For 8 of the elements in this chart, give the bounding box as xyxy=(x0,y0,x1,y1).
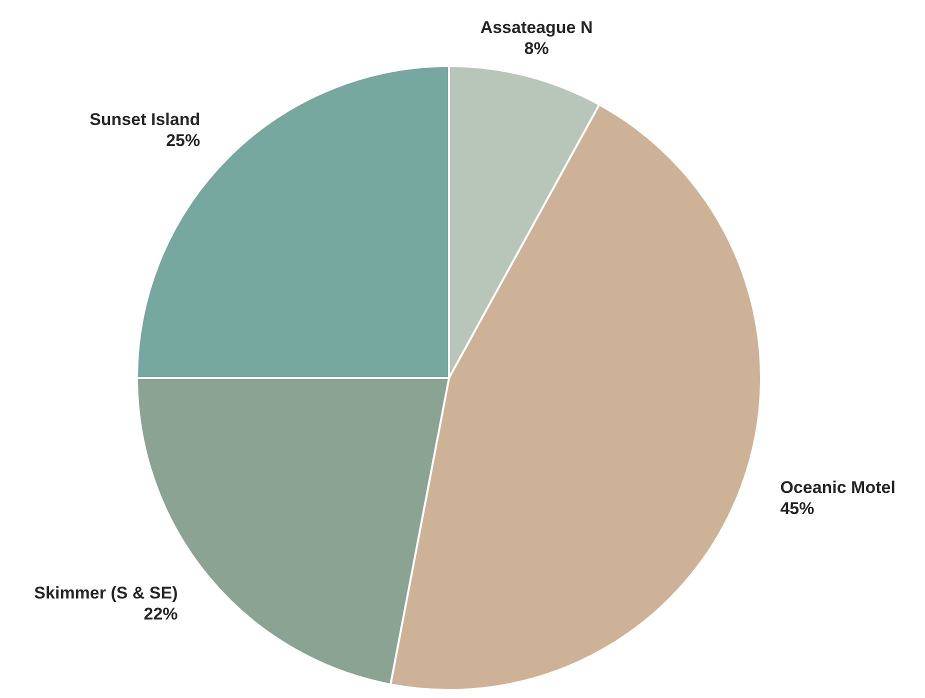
data-label: 45% xyxy=(780,499,814,518)
slice-label: Skimmer (S & SE) xyxy=(34,583,178,602)
slice-label: Assateague N xyxy=(480,18,593,38)
data-label: 25% xyxy=(166,131,200,150)
data-label: 22% xyxy=(144,604,178,624)
slice-label: Sunset Island xyxy=(90,110,200,130)
data-label: 8% xyxy=(524,39,549,58)
slice-label: Oceanic Motel xyxy=(780,478,896,498)
